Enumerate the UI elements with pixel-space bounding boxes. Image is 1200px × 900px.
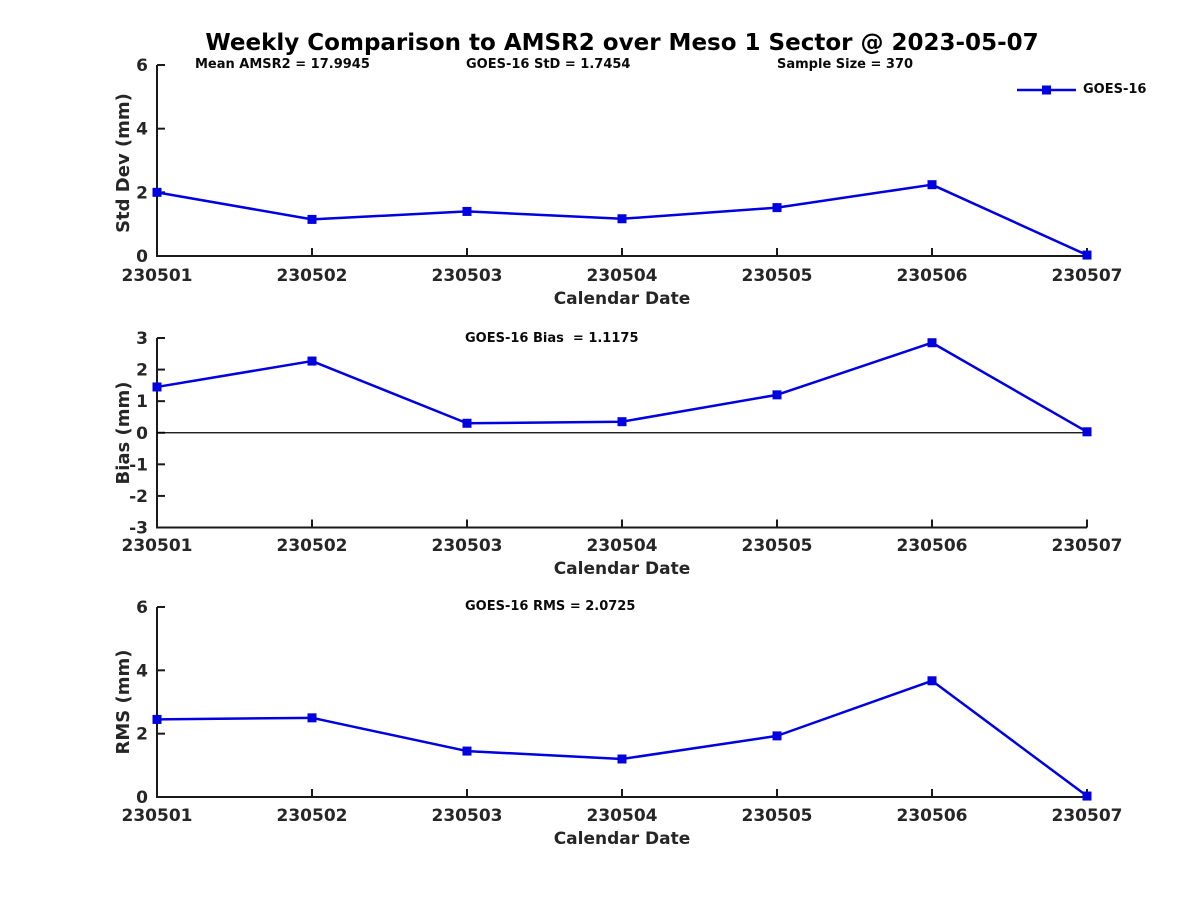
chart-title: Weekly Comparison to AMSR2 over Meso 1 S…	[205, 30, 1039, 56]
x-tick-label: 230503	[432, 806, 503, 826]
legend-label: GOES-16	[1083, 82, 1147, 97]
y-tick-label: 0	[136, 424, 148, 444]
data-point-marker	[307, 713, 317, 723]
x-tick-label: 230504	[587, 806, 658, 826]
stat-sample-size: Sample Size = 370	[777, 57, 914, 72]
x-tick-label: 230507	[1052, 266, 1123, 286]
data-point-marker	[617, 754, 627, 764]
data-point-marker	[152, 187, 162, 197]
x-tick-label: 230503	[432, 536, 503, 556]
y-tick-label: 2	[136, 361, 148, 381]
y-tick-label: -2	[129, 487, 148, 507]
x-tick-label: 230505	[742, 806, 813, 826]
y-tick-label: 3	[136, 329, 148, 349]
y-tick-label: 0	[136, 247, 148, 267]
x-tick-label: 230505	[742, 266, 813, 286]
stat-mean-amsr2: Mean AMSR2 = 17.9945	[195, 57, 370, 72]
x-tick-label: 230501	[122, 536, 193, 556]
data-point-marker	[927, 180, 937, 190]
data-point-marker	[927, 676, 937, 686]
stat-goes16-std: GOES-16 StD = 1.7454	[466, 57, 631, 72]
data-point-marker	[772, 390, 782, 400]
x-tick-label: 230504	[587, 266, 658, 286]
data-point-marker	[1082, 791, 1092, 801]
legend-marker-sample	[1042, 85, 1051, 95]
bias-annotation: GOES-16 Bias = 1.1175	[465, 331, 639, 346]
y-tick-label: 4	[136, 120, 148, 140]
x-tick-label: 230502	[277, 266, 348, 286]
x-tick-label: 230501	[122, 806, 193, 826]
data-point-marker	[772, 731, 782, 741]
data-point-marker	[152, 382, 162, 392]
x-tick-label: 230505	[742, 536, 813, 556]
data-point-marker	[1082, 250, 1092, 260]
x-axis-label-middle: Calendar Date	[553, 559, 691, 579]
y-tick-label: -3	[129, 519, 148, 539]
y-tick-label: 0	[136, 788, 148, 808]
rms-annotation: GOES-16 RMS = 2.0725	[465, 599, 636, 614]
x-tick-label: 230507	[1052, 536, 1123, 556]
data-point-marker	[1082, 427, 1092, 437]
data-point-marker	[462, 746, 472, 756]
x-axis-label-top: Calendar Date	[553, 289, 691, 309]
axes	[156, 65, 1087, 257]
data-line	[156, 679, 1088, 798]
x-tick-label: 230501	[122, 266, 193, 286]
x-axis-label-bottom: Calendar Date	[553, 829, 691, 849]
x-tick-label: 230507	[1052, 806, 1123, 826]
data-point-marker	[307, 356, 317, 366]
x-tick-label: 230504	[587, 536, 658, 556]
data-point-marker	[617, 417, 627, 427]
x-tick-label: 230506	[897, 266, 968, 286]
axes	[156, 607, 1087, 798]
x-tick-label: 230502	[277, 806, 348, 826]
data-point-marker	[462, 418, 472, 428]
x-tick-label: 230502	[277, 536, 348, 556]
data-point-marker	[307, 214, 317, 224]
data-point-marker	[462, 206, 472, 216]
data-point-marker	[617, 214, 627, 224]
y-tick-label: 4	[136, 661, 148, 681]
x-tick-label: 230503	[432, 266, 503, 286]
data-point-marker	[152, 714, 162, 724]
y-tick-label: 1	[136, 392, 148, 412]
y-tick-label: 6	[136, 56, 148, 76]
x-tick-label: 230506	[897, 806, 968, 826]
x-tick-label: 230506	[897, 536, 968, 556]
data-point-marker	[927, 338, 937, 348]
y-tick-label: -1	[129, 455, 148, 475]
data-point-marker	[772, 203, 782, 213]
y-tick-label: 6	[136, 598, 148, 618]
y-tick-label: 2	[136, 725, 148, 745]
y-tick-label: 2	[136, 183, 148, 203]
